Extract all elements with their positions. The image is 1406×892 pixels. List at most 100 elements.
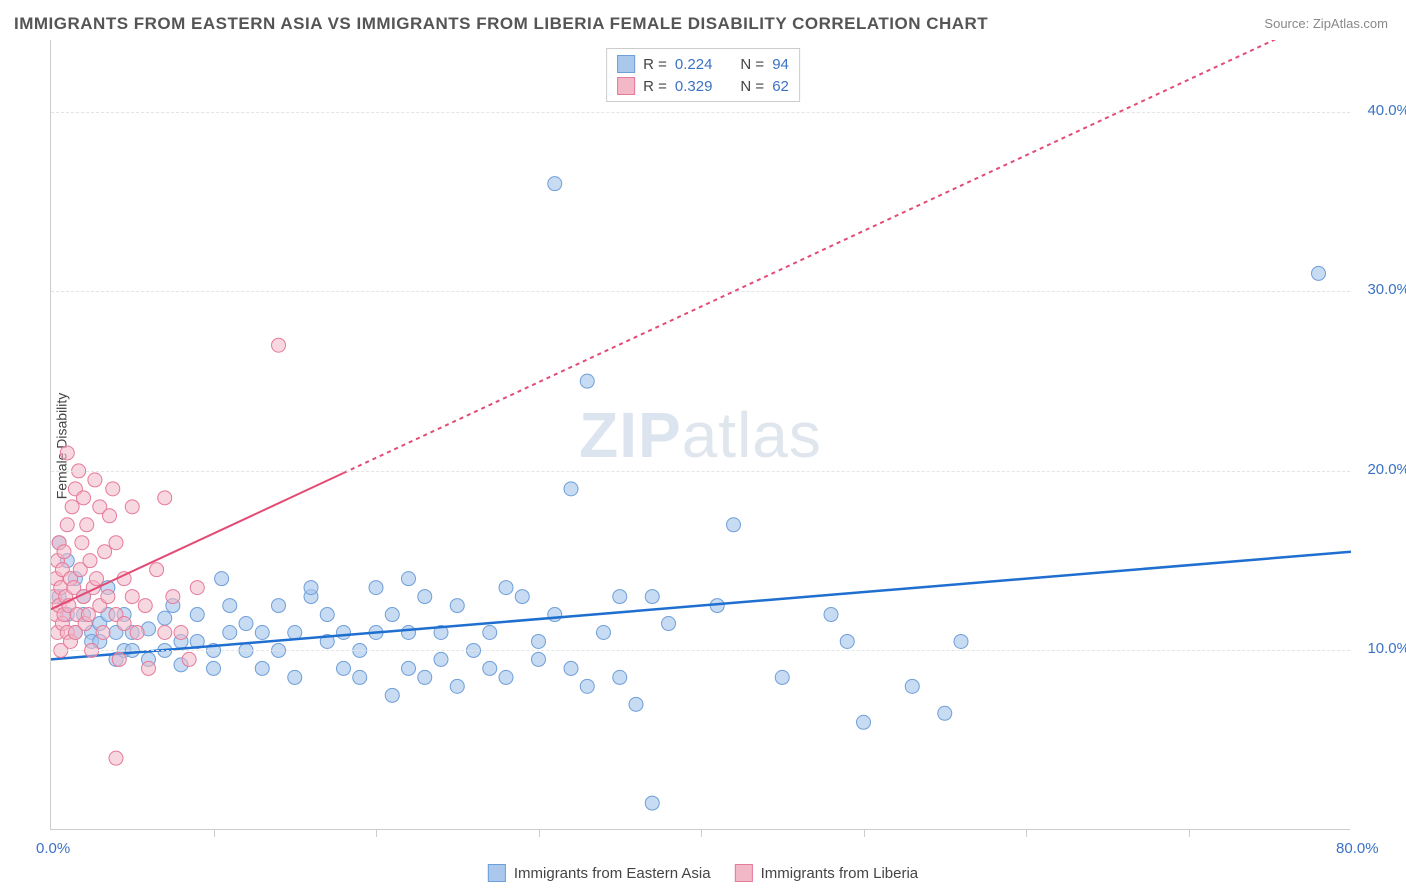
data-point bbox=[613, 670, 627, 684]
data-point bbox=[613, 590, 627, 604]
data-point bbox=[564, 661, 578, 675]
source-label: Source: bbox=[1264, 16, 1309, 31]
data-point bbox=[142, 661, 156, 675]
source-link[interactable]: ZipAtlas.com bbox=[1313, 16, 1388, 31]
data-point bbox=[418, 670, 432, 684]
data-point bbox=[215, 572, 229, 586]
r-label: R = bbox=[643, 56, 667, 73]
data-point bbox=[775, 670, 789, 684]
x-tick-minor bbox=[214, 829, 215, 837]
y-tick-label: 10.0% bbox=[1367, 640, 1406, 657]
data-point bbox=[158, 491, 172, 505]
data-point bbox=[434, 652, 448, 666]
data-point bbox=[190, 581, 204, 595]
x-tick-label: 0.0% bbox=[36, 840, 70, 857]
data-point bbox=[158, 626, 172, 640]
data-point bbox=[182, 652, 196, 666]
data-point bbox=[255, 626, 269, 640]
data-point bbox=[80, 518, 94, 532]
data-point bbox=[125, 500, 139, 514]
data-point bbox=[109, 536, 123, 550]
data-point bbox=[337, 661, 351, 675]
x-tick-minor bbox=[1026, 829, 1027, 837]
data-point bbox=[88, 473, 102, 487]
data-point bbox=[905, 679, 919, 693]
data-point bbox=[483, 661, 497, 675]
data-point bbox=[564, 482, 578, 496]
stats-legend-row: R =0.224N =94 bbox=[617, 53, 789, 75]
x-tick-minor bbox=[539, 829, 540, 837]
data-point bbox=[450, 599, 464, 613]
x-tick-minor bbox=[1189, 829, 1190, 837]
data-point bbox=[645, 796, 659, 810]
legend-swatch bbox=[617, 55, 635, 73]
data-point bbox=[418, 590, 432, 604]
data-point bbox=[385, 608, 399, 622]
legend-swatch bbox=[488, 864, 506, 882]
data-point bbox=[60, 446, 74, 460]
data-point bbox=[320, 608, 334, 622]
x-tick-label: 80.0% bbox=[1336, 840, 1379, 857]
data-point bbox=[239, 617, 253, 631]
data-point bbox=[223, 626, 237, 640]
chart-container: IMMIGRANTS FROM EASTERN ASIA VS IMMIGRAN… bbox=[0, 0, 1406, 892]
data-point bbox=[548, 608, 562, 622]
data-point bbox=[207, 661, 221, 675]
n-value: 62 bbox=[772, 78, 789, 95]
data-point bbox=[130, 626, 144, 640]
data-point bbox=[125, 590, 139, 604]
data-point bbox=[857, 715, 871, 729]
data-point bbox=[532, 652, 546, 666]
data-point bbox=[369, 581, 383, 595]
data-point bbox=[138, 599, 152, 613]
data-point bbox=[288, 670, 302, 684]
data-point bbox=[90, 572, 104, 586]
data-point bbox=[727, 518, 741, 532]
y-tick-label: 30.0% bbox=[1367, 281, 1406, 298]
data-point bbox=[103, 509, 117, 523]
data-point bbox=[158, 611, 172, 625]
data-point bbox=[597, 626, 611, 640]
data-point bbox=[96, 626, 110, 640]
data-point bbox=[938, 706, 952, 720]
stats-legend-row: R =0.329N =62 bbox=[617, 75, 789, 97]
data-point bbox=[515, 590, 529, 604]
x-tick-minor bbox=[864, 829, 865, 837]
data-point bbox=[106, 482, 120, 496]
data-point bbox=[662, 617, 676, 631]
data-point bbox=[402, 661, 416, 675]
data-point bbox=[255, 661, 269, 675]
series-legend: Immigrants from Eastern AsiaImmigrants f… bbox=[488, 864, 918, 882]
data-point bbox=[402, 572, 416, 586]
data-point bbox=[81, 608, 95, 622]
data-point bbox=[77, 491, 91, 505]
legend-swatch bbox=[735, 864, 753, 882]
data-point bbox=[580, 679, 594, 693]
data-point bbox=[629, 697, 643, 711]
data-point bbox=[402, 626, 416, 640]
data-point bbox=[223, 599, 237, 613]
n-label: N = bbox=[740, 56, 764, 73]
data-point bbox=[57, 545, 71, 559]
data-point bbox=[65, 500, 79, 514]
data-point bbox=[824, 608, 838, 622]
legend-swatch bbox=[617, 77, 635, 95]
data-point bbox=[272, 599, 286, 613]
data-point bbox=[166, 590, 180, 604]
data-point bbox=[954, 634, 968, 648]
data-point bbox=[499, 581, 513, 595]
gridline bbox=[51, 650, 1350, 651]
data-point bbox=[75, 536, 89, 550]
data-point bbox=[548, 177, 562, 191]
data-point bbox=[272, 338, 286, 352]
data-point bbox=[840, 634, 854, 648]
data-point bbox=[483, 626, 497, 640]
y-tick-label: 40.0% bbox=[1367, 102, 1406, 119]
legend-item: Immigrants from Eastern Asia bbox=[488, 864, 711, 882]
r-label: R = bbox=[643, 78, 667, 95]
gridline bbox=[51, 112, 1350, 113]
r-value: 0.224 bbox=[675, 56, 713, 73]
data-point bbox=[353, 670, 367, 684]
n-label: N = bbox=[740, 78, 764, 95]
source-attribution: Source: ZipAtlas.com bbox=[1264, 16, 1388, 31]
